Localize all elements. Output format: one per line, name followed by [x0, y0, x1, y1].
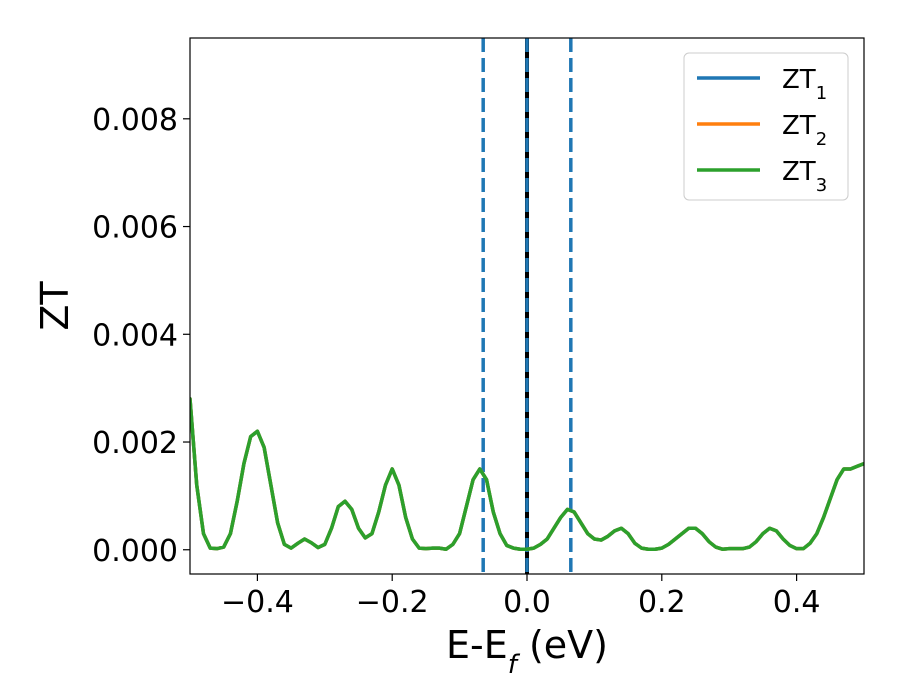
- x-tick-label-2: 0.0: [503, 585, 551, 620]
- legend-entry-1: ZT1: [697, 65, 827, 104]
- legend-label-1: ZT1: [782, 65, 827, 104]
- y-tick-label-0: 0.000: [92, 534, 178, 569]
- legend-entry-2: ZT2: [697, 111, 827, 150]
- series-line-3: [190, 397, 864, 551]
- legend-entry-3: ZT3: [697, 157, 827, 196]
- x-tick-label-0: −0.4: [221, 585, 294, 620]
- y-tick-label-2: 0.004: [92, 318, 178, 353]
- legend: ZT1 ZT2 ZT3: [683, 52, 849, 201]
- series-layer: [190, 397, 864, 551]
- x-axis-title: E-Ef (eV): [446, 623, 608, 680]
- legend-label-3: ZT3: [782, 157, 827, 196]
- y-tick-label-4: 0.008: [92, 103, 178, 138]
- y-axis-title: ZT: [33, 281, 77, 331]
- y-tick-label-1: 0.002: [92, 426, 178, 461]
- x-tick-label-3: 0.2: [638, 585, 686, 620]
- vlines-layer: [481, 38, 573, 574]
- x-axis: −0.4 −0.2 0.0 0.2 0.4: [221, 574, 820, 620]
- y-tick-label-3: 0.006: [92, 211, 178, 246]
- legend-label-2: ZT2: [782, 111, 827, 150]
- y-axis: 0.000 0.002 0.004 0.006 0.008: [92, 103, 190, 569]
- x-tick-label-4: 0.4: [773, 585, 821, 620]
- x-tick-label-1: −0.2: [356, 585, 429, 620]
- legend-box: [683, 52, 849, 201]
